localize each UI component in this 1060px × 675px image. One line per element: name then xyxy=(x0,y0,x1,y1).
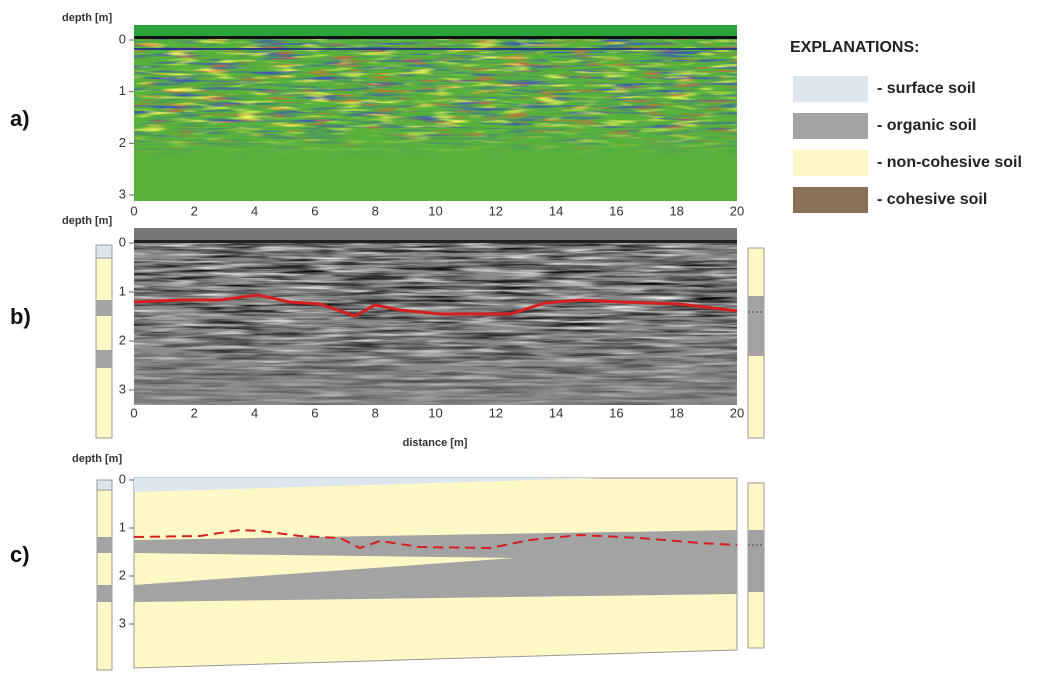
panel-label: a) xyxy=(10,106,30,131)
x-tick-label: 0 xyxy=(130,203,137,218)
legend-title: EXPLANATIONS: xyxy=(790,39,919,56)
y-tick-label: 0 xyxy=(119,234,126,249)
legend-label: - non-cohesive soil xyxy=(877,154,1022,171)
x-tick-label: 12 xyxy=(489,405,503,420)
y-tick-label: 3 xyxy=(119,615,126,630)
x-tick-label: 14 xyxy=(549,203,563,218)
x-tick-label: 18 xyxy=(669,405,683,420)
soil-model xyxy=(97,478,764,670)
radargram-a xyxy=(134,25,737,201)
legend-swatch xyxy=(793,76,868,102)
radargram-b xyxy=(134,228,737,405)
x-tick-label: 2 xyxy=(191,203,198,218)
legend: - surface soil - organic soil - non-cohesi… xyxy=(793,76,1022,213)
y-axis-label: depth [m] xyxy=(72,453,122,465)
x-tick-label: 10 xyxy=(428,405,442,420)
x-tick-label: 8 xyxy=(372,405,379,420)
y-tick-label: 3 xyxy=(119,186,126,201)
x-axis-label: distance [m] xyxy=(403,437,468,449)
y-tick-label: 1 xyxy=(119,519,126,534)
legend-label: - cohesive soil xyxy=(877,191,987,208)
x-tick-label: 16 xyxy=(609,405,623,420)
y-tick-label: 1 xyxy=(119,83,126,98)
x-tick-label: 4 xyxy=(251,203,258,218)
x-tick-label: 18 xyxy=(669,203,683,218)
x-tick-label: 20 xyxy=(730,405,744,420)
figure: depth [m] depth [m] depth [m] distance [… xyxy=(0,0,1060,675)
x-tick-label: 6 xyxy=(311,203,318,218)
legend-swatch xyxy=(793,187,868,213)
y-axis-label: depth [m] xyxy=(62,12,112,24)
y-tick-label: 0 xyxy=(119,471,126,486)
y-tick-label: 2 xyxy=(119,135,126,150)
x-tick-label: 6 xyxy=(311,405,318,420)
x-tick-label: 20 xyxy=(730,203,744,218)
panel-label: b) xyxy=(10,304,31,329)
x-tick-label: 4 xyxy=(251,405,258,420)
x-tick-label: 8 xyxy=(372,203,379,218)
x-tick-label: 0 xyxy=(130,405,137,420)
legend-label: - organic soil xyxy=(877,117,977,134)
y-tick-label: 0 xyxy=(119,31,126,46)
y-tick-label: 1 xyxy=(119,283,126,298)
y-tick-label: 2 xyxy=(119,332,126,347)
legend-label: - surface soil xyxy=(877,80,976,97)
x-tick-label: 2 xyxy=(191,405,198,420)
y-axis-label: depth [m] xyxy=(62,215,112,227)
legend-swatch xyxy=(793,113,868,139)
y-tick-label: 3 xyxy=(119,381,126,396)
legend-swatch xyxy=(793,150,868,176)
x-tick-label: 10 xyxy=(428,203,442,218)
x-tick-label: 16 xyxy=(609,203,623,218)
panel-label: c) xyxy=(10,542,30,567)
x-tick-label: 12 xyxy=(489,203,503,218)
y-tick-label: 2 xyxy=(119,567,126,582)
x-tick-label: 14 xyxy=(549,405,563,420)
